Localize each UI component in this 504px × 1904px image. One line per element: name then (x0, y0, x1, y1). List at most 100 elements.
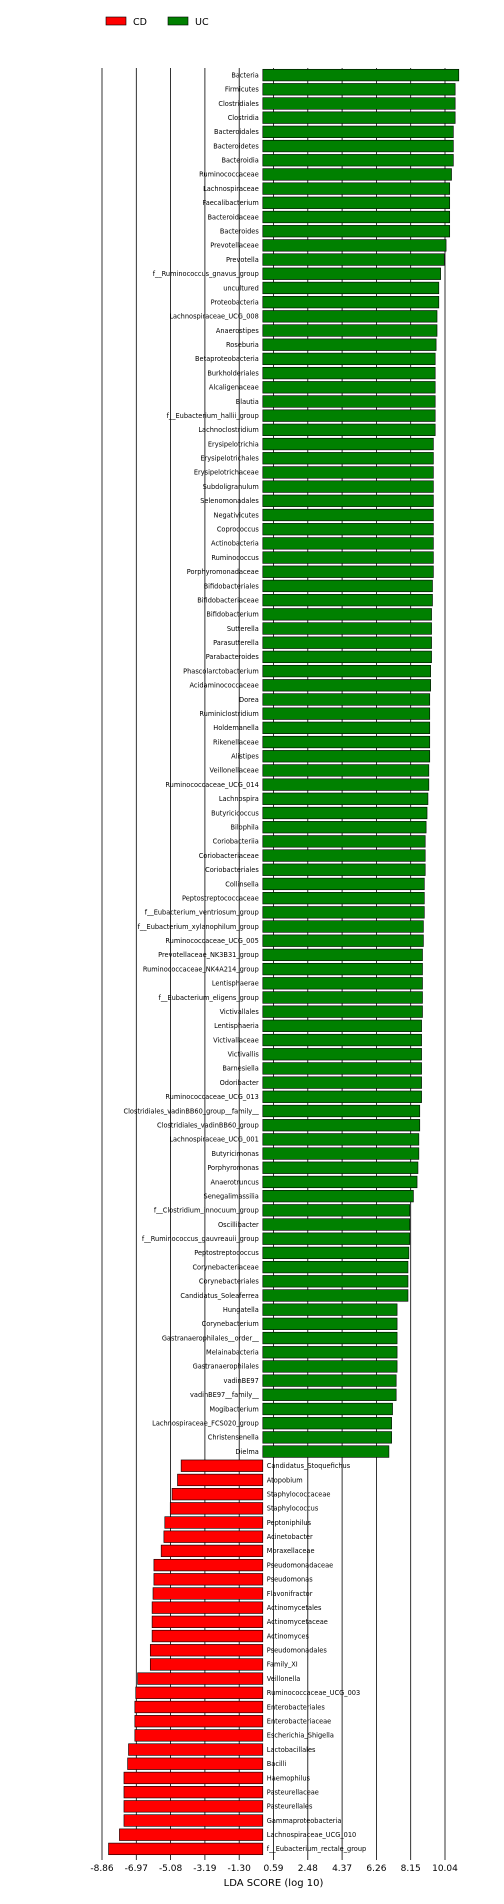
label-f-ruminococcus-gauvreauii-group: f__Ruminococcus_gauvreauii_group (142, 1235, 259, 1243)
label-victivallis: Victivallis (228, 1051, 260, 1059)
bar-lachnospira (262, 792, 429, 805)
bar-bacilli (127, 1757, 264, 1770)
label-ruminococcaceae: Ruminococcaceae (199, 171, 259, 179)
bar-haemophilus (123, 1771, 264, 1785)
label-bifidobacteriaceae: Bifidobacteriaceae (197, 596, 259, 604)
label-alcaligenaceae: Alcaligenaceae (209, 384, 259, 392)
bar-collinsella (262, 877, 425, 891)
bar-lachnospiraceae-ucg-010 (119, 1828, 264, 1841)
bar-lachnospiraceae-ucg-008 (262, 310, 438, 323)
tick-label-9: 8.15 (401, 1864, 421, 1874)
label-coriobacteriaceae: Coriobacteriaceae (199, 852, 259, 860)
bar-erysipelotrichia (262, 437, 434, 451)
legend-swatch-uc (167, 16, 189, 26)
bar-blautia (262, 395, 436, 408)
label-corynebacteriales: Corynebacteriales (199, 1278, 259, 1286)
label-burkholderiales: Burkholderiales (207, 369, 259, 377)
bar-uncultured (262, 281, 440, 295)
bar-corynebacterium (262, 1317, 398, 1330)
label-f-eubacterium-eligens-group: f__Eubacterium_eligens_group (159, 994, 259, 1002)
label-candidatus-soleaferrea: Candidatus_Soleaferrea (180, 1292, 258, 1300)
label-victivallales: Victivallales (220, 1008, 260, 1016)
label-prevotellaceae: Prevotellaceae (210, 242, 259, 250)
label-oscillibacter: Oscillibacter (218, 1221, 259, 1229)
label-staphylococcus: Staphylococcus (267, 1505, 319, 1513)
bar-phascolarctobacterium (262, 664, 431, 678)
label-f-eubacterium-xylanophilum-group: f__Eubacterium_xylanophilum_group (138, 923, 259, 931)
bar-enterobacteriales (134, 1700, 264, 1714)
label-f-ruminococcus-gnavus-group: f__Ruminococcus_gnavus_group (153, 270, 259, 278)
bar-clostridiales (262, 97, 456, 110)
bar-ruminococcaceae-ucg-013 (262, 1090, 422, 1103)
label-erysipelotrichia: Erysipelotrichia (208, 440, 259, 448)
label-vadinbe97: vadinBE97 (224, 1377, 259, 1385)
bar-betaproteobacteria (262, 352, 436, 366)
bar-candidatus-stoquefichus (180, 1459, 264, 1472)
label-uncultured: uncultured (223, 284, 259, 292)
bar-corynebacteriaceae (262, 1260, 409, 1274)
bar-atopobium (177, 1473, 264, 1487)
bar-selenomonadales (262, 494, 434, 507)
label-bifidobacteriales: Bifidobacteriales (204, 582, 260, 590)
bar-acinetobacter (163, 1530, 264, 1543)
bar-odoribacter (262, 1076, 422, 1089)
label-staphylococcaceae: Staphylococcaceae (267, 1490, 331, 1498)
bar-ruminococcaceae-ucg-014 (262, 778, 430, 791)
bar-sutterella (262, 622, 432, 635)
bar-ruminococcaceae (262, 168, 452, 181)
bar-gammaproteobacteria (123, 1814, 264, 1827)
bar-barnesiella (262, 1062, 422, 1075)
bar-peptoniphilus (164, 1516, 264, 1529)
label-dielma: Dielma (236, 1448, 259, 1456)
label-prevotellaceae-nk3b31-group: Prevotellaceae_NK3B31_group (158, 951, 259, 959)
bar-vadinbe97 (262, 1374, 397, 1387)
bar-ruminiclostridium (262, 707, 431, 720)
bar-coriobacteriales (262, 863, 426, 876)
bar-anaerostipes (262, 324, 438, 337)
bar-erysipelotrichales (262, 452, 434, 465)
label-bacteroidia: Bacteroidia (221, 157, 258, 165)
label-gastranaerophilales: Gastranaerophilales (193, 1363, 260, 1371)
bar-victivallis (262, 1048, 422, 1061)
bar-family-xi (149, 1658, 264, 1671)
label-ruminococcaceae-ucg-013: Ruminococcaceae_UCG_013 (165, 1093, 258, 1101)
label-prevotella: Prevotella (226, 256, 259, 264)
label-lachnospira: Lachnospira (219, 795, 259, 803)
label-pseudomonas: Pseudomonas (267, 1576, 313, 1584)
bar-senegalimassilia (262, 1190, 414, 1203)
label-butyricimonas: Butyricimonas (211, 1150, 259, 1158)
label-selenomonadales: Selenomonadales (200, 497, 259, 505)
bar-porphyromonas (262, 1161, 419, 1174)
bar-bifidobacteriaceae (262, 594, 433, 607)
label-veillonellaceae: Veillonellaceae (209, 767, 258, 775)
label-betaproteobacteria: Betaproteobacteria (195, 355, 259, 363)
label-anaerostipes: Anaerostipes (216, 327, 259, 335)
bar-peptostreptococcaceae (262, 892, 425, 905)
bar-dorea (262, 693, 431, 706)
label-odoribacter: Odoribacter (220, 1079, 259, 1087)
label-subdoligranulum: Subdoligranulum (203, 483, 259, 491)
label-collinsella: Collinsella (225, 880, 259, 888)
label-victivallaceae: Victivallaceae (213, 1036, 259, 1044)
bar-bilophila (262, 821, 427, 834)
bar-gastranaerophilales (262, 1360, 398, 1373)
bar-lachnospiraceae-fcs020-group (262, 1417, 392, 1430)
bar-bacteroidetes (262, 139, 454, 153)
bar-subdoligranulum (262, 480, 434, 493)
bar-escherichia-shigella (134, 1729, 264, 1742)
label-atopobium: Atopobium (267, 1476, 303, 1484)
label-moraxellaceae: Moraxellaceae (267, 1547, 315, 1555)
label-clostridia: Clostridia (228, 114, 259, 122)
bar-actinomycetales (151, 1601, 264, 1614)
label-enterobacteriaceae: Enterobacteriaceae (267, 1717, 331, 1725)
label-butyricicoccus: Butyricicoccus (211, 809, 259, 817)
bar-pasteurellales (123, 1800, 264, 1813)
tick-label-0: -8.86 (90, 1864, 114, 1874)
tick-label-6: 2.48 (298, 1864, 318, 1874)
label-porphyromonas: Porphyromonas (207, 1164, 259, 1172)
x-axis-title: LDA SCORE (log 10) (224, 1878, 324, 1889)
bar-christensenella (262, 1431, 392, 1444)
bar-lactobacillales (128, 1743, 264, 1756)
label-porphyromonadaceae: Porphyromonadaceae (187, 568, 259, 576)
label-mogibacterium: Mogibacterium (209, 1405, 258, 1413)
